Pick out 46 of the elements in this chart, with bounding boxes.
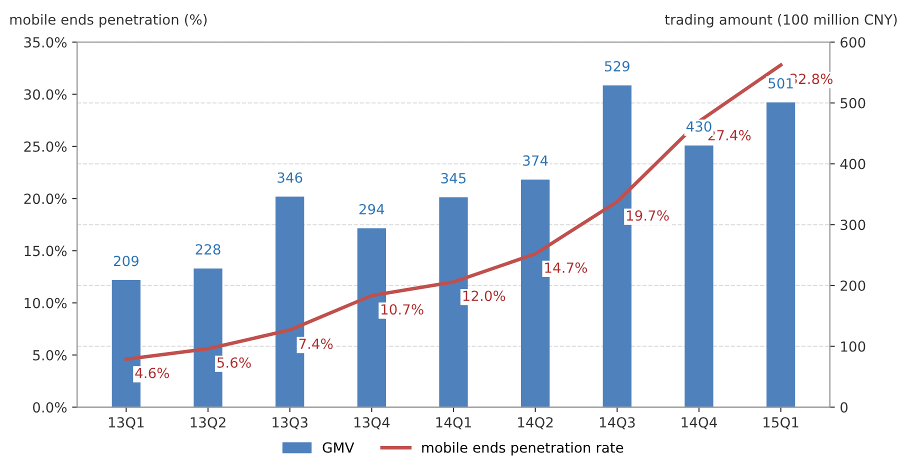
y-tick-label: 35.0% [24, 37, 67, 48]
y-tick-label: 15.0% [24, 246, 67, 256]
y-tick-label: 0.0% [33, 402, 67, 413]
x-tick-label: 15Q1 [764, 417, 798, 430]
y2-tick-label: 100 [841, 341, 866, 352]
data-label: 4.6% [135, 368, 170, 378]
legend-label: mobile ends penetration rate [422, 442, 624, 456]
data-label: 14.7% [545, 262, 588, 273]
data-label: 374 [523, 155, 548, 166]
x-tick-label: 13Q2 [190, 417, 226, 430]
data-label: 501 [768, 78, 793, 89]
y2-tick-label: 0 [840, 402, 848, 413]
x-tick-label: 14Q4 [682, 417, 717, 430]
data-label: 10.7% [382, 304, 424, 315]
y-axis-title: mobile ends penetration (%) [10, 14, 207, 28]
y2-tick-label: 300 [840, 220, 866, 230]
data-label: 7.4% [299, 338, 333, 350]
data-label: 430 [686, 121, 712, 132]
x-tick-label: 14Q2 [518, 417, 553, 430]
y-tick-label: 5.0% [33, 350, 67, 360]
x-tick-label: 13Q3 [272, 417, 308, 430]
y-tick-label: 30.0% [24, 89, 67, 100]
data-label: 294 [359, 204, 384, 214]
x-tick-label: 14Q1 [436, 417, 471, 430]
data-label: 529 [604, 61, 630, 72]
data-label: 346 [278, 172, 302, 183]
y2-tick-label: 500 [840, 98, 866, 108]
y-tick-label: 20.0% [24, 194, 67, 204]
data-label: 209 [114, 256, 138, 266]
bar [766, 102, 796, 408]
y2-tick-label: 600 [840, 37, 866, 48]
x-tick-label: 13Q4 [354, 417, 390, 430]
data-label: 5.6% [217, 357, 251, 368]
y2-tick-label: 200 [840, 280, 866, 291]
bar [684, 146, 714, 408]
x-tick-label: 14Q3 [600, 417, 635, 430]
y-tick-label: 10.0% [24, 298, 67, 308]
x-tick-label: 13Q1 [108, 417, 144, 430]
y-tick-label: 25.0% [24, 141, 67, 152]
legend-label: GMV [322, 442, 354, 453]
y2-tick-label: 400 [840, 158, 866, 170]
y2-axis-title: trading amount (100 million CNY) [664, 14, 897, 28]
data-label: 345 [441, 172, 466, 184]
data-label: 12.0% [463, 290, 506, 302]
data-label: 228 [196, 244, 220, 255]
data-label: 19.7% [627, 210, 669, 221]
